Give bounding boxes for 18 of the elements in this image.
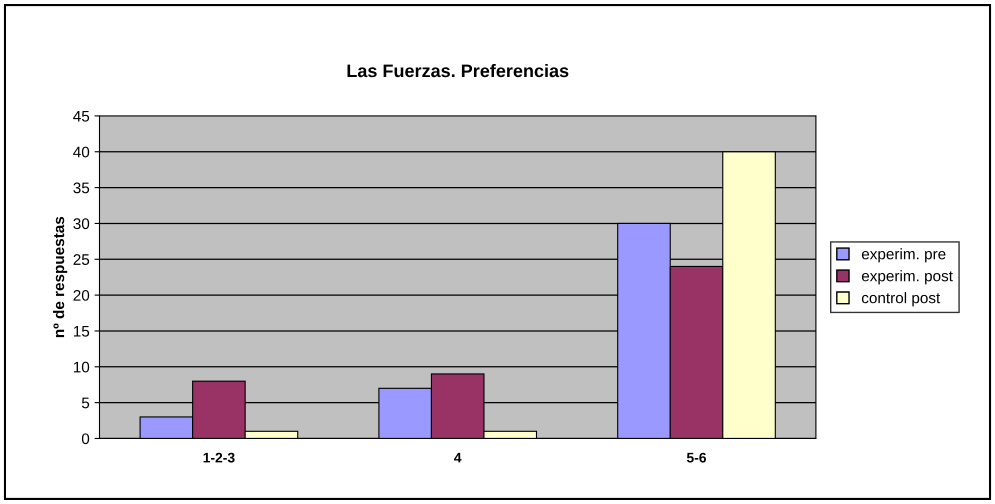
y-tick-label: 10 [74,362,90,372]
y-axis-title: nº de respuestas [52,216,68,338]
legend-label: experim. pre [862,248,946,262]
legend-label: experim. post [862,270,953,284]
legend-label: control post [862,292,940,306]
x-tick-label: 5-6 [686,452,706,463]
y-tick-label: 15 [74,326,90,337]
y-tick-label: 35 [73,182,90,194]
y-tick-label: 40 [73,146,90,158]
y-tick-label: 20 [74,290,90,301]
x-tick-label: 4 [454,452,462,462]
y-tick-label: 30 [73,218,90,230]
y-tick-label: 45 [73,110,90,122]
y-tick-label: 5 [82,398,90,408]
x-tick-label: 1-2-3 [204,452,235,463]
y-tick-label: 0 [82,433,90,444]
y-tick-label: 25 [74,254,90,265]
chart-title: Las Fuerzas. Preferencias [348,64,568,78]
